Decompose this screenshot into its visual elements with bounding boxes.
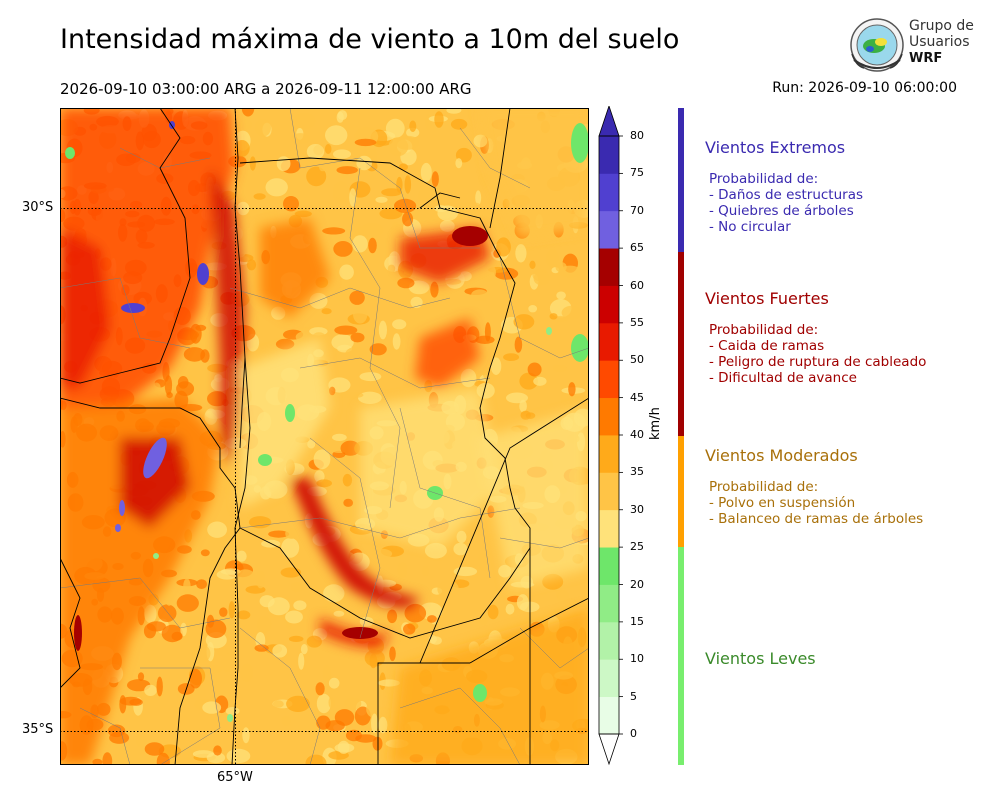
- colorbar-cells: [599, 136, 619, 735]
- category-fuertes: Vientos Fuertes Probabilidad de: - Caida…: [705, 289, 926, 386]
- colorbar-cell: [599, 285, 619, 324]
- colorbar-cell: [599, 136, 619, 174]
- wind-intensity-map: [60, 108, 589, 765]
- category-item: - Balanceo de ramas de árboles: [709, 511, 924, 527]
- category-name: Vientos Moderados: [705, 446, 858, 465]
- colorbar: [598, 106, 623, 766]
- colorbar-tick-label: 75: [630, 166, 644, 180]
- colorbar-tick-label: 50: [630, 353, 644, 367]
- colorbar-cell: [599, 322, 619, 361]
- colorbar-cell: [599, 621, 619, 660]
- lon-label-65w: 65°W: [217, 770, 253, 785]
- category-name: Vientos Extremos: [705, 138, 846, 157]
- lat-label-35s: 35°S: [22, 722, 54, 737]
- colorbar-cell: [599, 547, 619, 585]
- colorbar-tick-label: 80: [630, 129, 644, 142]
- category-moderados: Vientos Moderados Probabilidad de: - Pol…: [705, 446, 923, 527]
- colorbar-cell: [599, 435, 619, 473]
- category-item: - Caida de ramas: [709, 338, 825, 354]
- category-description: Probabilidad de: - Polvo en suspensión -…: [705, 479, 923, 527]
- colorbar-tick-label: 5: [630, 689, 637, 703]
- colorbar-tick-label: 45: [630, 390, 644, 404]
- category-item: - Dificultad de avance: [709, 370, 857, 386]
- colorbar-tick-label: 70: [630, 203, 644, 217]
- wrf-logo: Grupo de Usuarios WRF: [848, 16, 974, 76]
- colorbar-tick-label: 0: [630, 727, 637, 740]
- colorbar-cell: [599, 584, 619, 623]
- colorbar-cell: [599, 472, 619, 511]
- colorbar-tick-label: 20: [630, 577, 644, 591]
- colorbar-min-arrow: [598, 733, 620, 766]
- category-name: Vientos Fuertes: [705, 289, 829, 308]
- colorbar-tick-label: 35: [630, 465, 644, 479]
- lat-label-30s: 30°S: [22, 200, 54, 215]
- category-bar-fuertes: [678, 252, 684, 436]
- category-bar-leves: [678, 547, 684, 765]
- colorbar-cell: [599, 173, 619, 212]
- category-item: - Peligro de ruptura de cableado: [709, 354, 927, 370]
- category-item: - No circular: [709, 219, 791, 235]
- run-time: Run: 2026-09-10 06:00:00: [772, 80, 957, 96]
- colorbar-tick-label: 25: [630, 540, 644, 554]
- colorbar-unit: km/h: [648, 407, 663, 440]
- colorbar-cell: [599, 210, 619, 249]
- category-item: - Quiebres de árboles: [709, 203, 854, 219]
- colorbar-tick-label: 40: [630, 428, 644, 441]
- category-intro: Probabilidad de:: [709, 479, 819, 495]
- category-item: - Daños de estructuras: [709, 187, 864, 203]
- colorbar-cell: [599, 696, 619, 735]
- category-item: - Polvo en suspensión: [709, 495, 856, 511]
- colorbar-tick-label: 60: [630, 278, 644, 292]
- map-title: Intensidad máxima de viento a 10m del su…: [60, 24, 680, 55]
- category-leves: Vientos Leves: [705, 649, 816, 682]
- category-bar-extremos: [678, 108, 684, 252]
- forecast-period: 2026-09-10 03:00:00 ARG a 2026-09-11 12:…: [60, 80, 472, 98]
- colorbar-tick-label: 15: [630, 614, 644, 628]
- category-bar-moderados: [678, 436, 684, 547]
- category-description: Probabilidad de: - Daños de estructuras …: [705, 171, 863, 235]
- wind-field-details: [65, 121, 589, 722]
- colorbar-tick-label: 55: [630, 315, 644, 329]
- colorbar-extend-arrow: [598, 106, 620, 137]
- globe-seal-icon: [850, 18, 904, 72]
- colorbar-tick-label: 30: [630, 502, 644, 516]
- category-description: Probabilidad de: - Caida de ramas - Peli…: [705, 322, 926, 386]
- colorbar-cell: [599, 397, 619, 436]
- category-extremos: Vientos Extremos Probabilidad de: - Daño…: [705, 138, 863, 235]
- colorbar-cell: [599, 509, 619, 548]
- category-intro: Probabilidad de:: [709, 322, 819, 338]
- colorbar-cell: [599, 659, 619, 698]
- map-frame: [60, 108, 589, 765]
- colorbar-cell: [599, 360, 619, 399]
- logo-line-1: Grupo de: [909, 18, 974, 34]
- department-borders: [60, 108, 589, 765]
- wind-field: [60, 108, 589, 765]
- colorbar-tick-label: 65: [630, 241, 644, 255]
- colorbar-ticks: [619, 135, 623, 735]
- logo-line-2: Usuarios: [909, 34, 970, 50]
- colorbar-tick-label: 10: [630, 652, 644, 666]
- province-borders: [60, 108, 589, 765]
- category-intro: Probabilidad de:: [709, 171, 819, 187]
- logo-line-3: WRF: [909, 51, 943, 66]
- colorbar-cell: [599, 248, 619, 286]
- category-name: Vientos Leves: [705, 649, 816, 668]
